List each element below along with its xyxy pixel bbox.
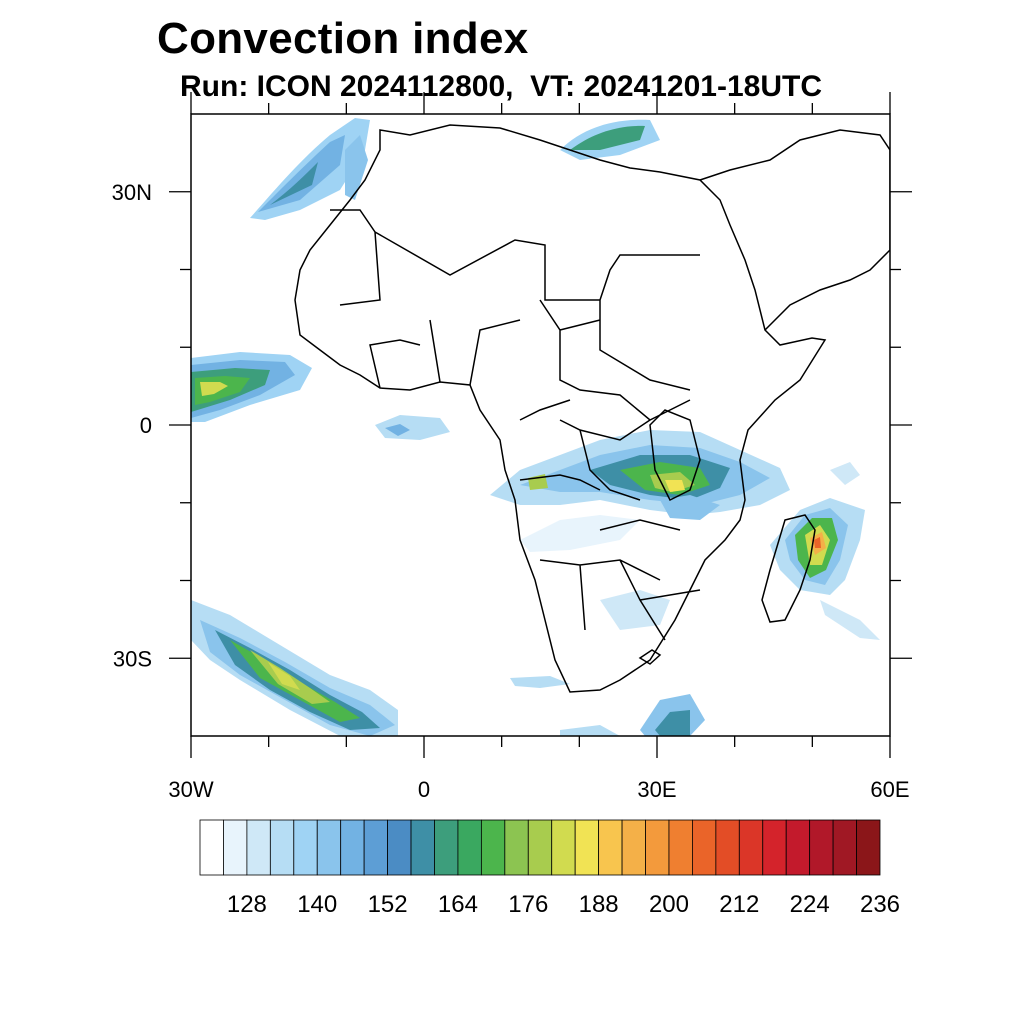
colorbar-label: 140 — [297, 891, 337, 918]
colorbar-label: 152 — [368, 891, 408, 918]
lesotho-border — [638, 649, 662, 665]
colorbar-swatch — [785, 819, 811, 876]
colorbar-swatch — [856, 819, 881, 876]
colorbar-swatch — [363, 819, 388, 876]
lat-tick-label: 30S — [113, 646, 152, 671]
map-subtitle: Run: ICON 2024112800, VT: 20241201-18UTC — [180, 70, 822, 103]
colorbar-swatch — [551, 819, 576, 876]
colorbar-swatch — [738, 819, 764, 876]
colorbar-label: 164 — [438, 891, 478, 918]
lon-tick-label: 30W — [168, 777, 213, 802]
colorbar-swatch — [434, 819, 459, 876]
lat-tick-label: 0 — [140, 413, 152, 438]
axis-tick-labels: 30W 0 30E 60E 30N 0 30S — [112, 180, 910, 802]
madagascar-coast — [761, 514, 816, 623]
convection-field — [191, 118, 880, 736]
colorbar-swatch — [504, 819, 529, 876]
colorbar-swatch — [645, 819, 670, 876]
country-borders — [330, 209, 701, 641]
colorbar-label: 176 — [508, 891, 548, 918]
colorbar-label: 236 — [860, 891, 900, 918]
lon-tick-label: 0 — [418, 777, 430, 802]
colorbar-swatch — [621, 819, 646, 876]
colorbar-swatch — [457, 819, 482, 876]
colorbar-swatch — [715, 819, 740, 876]
colorbar-swatch — [316, 819, 342, 876]
mediterranean-band — [560, 119, 660, 160]
west-africa-atlantic-cluster — [191, 352, 450, 440]
lon-tick-label: 60E — [870, 777, 909, 802]
arabia-coast — [699, 129, 890, 331]
colorbar-swatch — [574, 819, 600, 876]
colorbar-swatch — [223, 819, 248, 876]
colorbar-swatch — [246, 819, 271, 876]
colorbar-swatch — [199, 819, 224, 876]
colorbar: 128 140 152 164 176 188 200 212 224 236 — [199, 819, 900, 918]
madagascar-cluster — [770, 462, 880, 640]
colorbar-label: 188 — [579, 891, 619, 918]
colorbar-swatch — [527, 819, 553, 876]
south-atlantic-band — [191, 600, 398, 736]
colorbar-swatch — [832, 819, 857, 876]
colorbar-swatch — [598, 819, 623, 876]
colorbar-label: 128 — [227, 891, 267, 918]
colorbar-swatch — [293, 819, 318, 876]
lon-tick-label: 30E — [637, 777, 676, 802]
map-title: Convection index — [157, 14, 529, 63]
colorbar-swatch — [480, 819, 506, 876]
colorbar-swatch — [387, 819, 412, 876]
africa-coast — [294, 124, 827, 693]
coastlines — [294, 124, 890, 693]
colorbar-label: 224 — [790, 891, 830, 918]
north-atlantic-band — [250, 118, 370, 220]
colorbar-swatch — [762, 819, 787, 876]
colorbar-swatch — [692, 819, 717, 876]
colorbar-swatch — [410, 819, 435, 876]
colorbar-swatch — [340, 819, 365, 876]
central-africa-cluster — [490, 430, 790, 736]
colorbar-swatch — [668, 819, 693, 876]
lat-tick-label: 30N — [112, 180, 152, 205]
colorbar-swatch — [809, 819, 834, 876]
colorbar-label: 200 — [649, 891, 689, 918]
colorbar-label: 212 — [719, 891, 759, 918]
colorbar-swatch — [269, 819, 295, 876]
axis-ticks — [169, 92, 912, 758]
lake-region — [649, 409, 701, 502]
